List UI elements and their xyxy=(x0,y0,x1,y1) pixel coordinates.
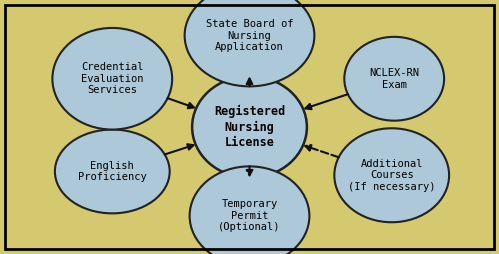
Ellipse shape xyxy=(334,128,449,222)
Ellipse shape xyxy=(185,0,314,86)
Text: English
Proficiency: English Proficiency xyxy=(78,161,147,182)
Text: Temporary
Permit
(Optional): Temporary Permit (Optional) xyxy=(218,199,281,232)
Text: Registered
Nursing
License: Registered Nursing License xyxy=(214,105,285,149)
Text: Additional
Courses
(If necessary): Additional Courses (If necessary) xyxy=(348,159,436,192)
Ellipse shape xyxy=(344,37,444,121)
Ellipse shape xyxy=(52,28,172,130)
Text: NCLEX-RN
Exam: NCLEX-RN Exam xyxy=(369,68,419,90)
Ellipse shape xyxy=(190,166,309,254)
Ellipse shape xyxy=(192,76,307,178)
Ellipse shape xyxy=(55,130,170,213)
Text: Credential
Evaluation
Services: Credential Evaluation Services xyxy=(81,62,144,95)
Text: State Board of
Nursing
Application: State Board of Nursing Application xyxy=(206,19,293,52)
